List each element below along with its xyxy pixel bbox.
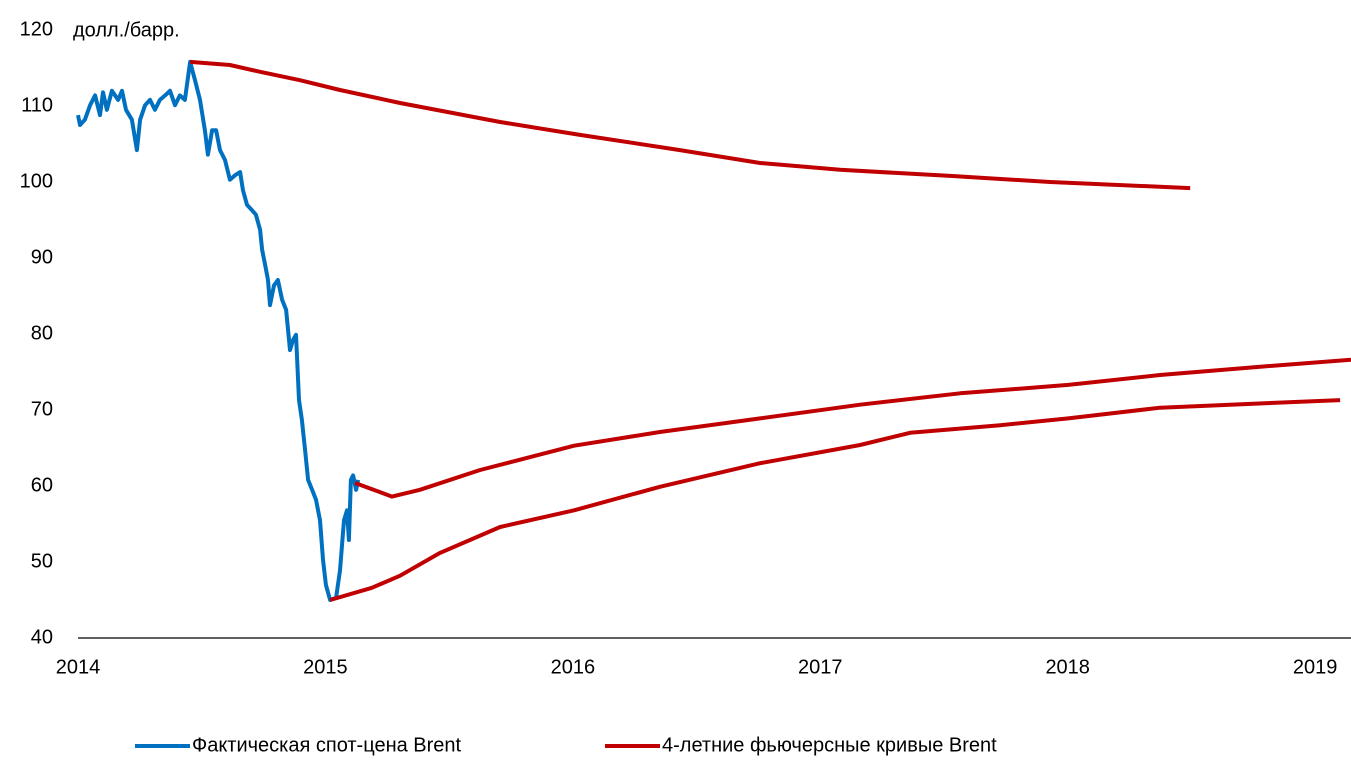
y-unit-label: долл./барр. bbox=[73, 19, 180, 41]
x-tick-label: 2015 bbox=[303, 656, 348, 678]
x-tick-label: 2017 bbox=[798, 656, 843, 678]
series-line bbox=[189, 59, 1351, 602]
series-line bbox=[76, 59, 361, 602]
legend-label: 4-летние фьючерсные кривые Brent bbox=[662, 734, 997, 756]
legend-label: Фактическая спот-цена Brent bbox=[192, 734, 462, 756]
y-tick-label: 50 bbox=[31, 550, 53, 572]
y-tick-label: 80 bbox=[31, 322, 53, 344]
y-tick-label: 90 bbox=[31, 246, 53, 268]
x-tick-label: 2019 bbox=[1293, 656, 1338, 678]
y-tick-label: 120 bbox=[20, 18, 53, 40]
x-tick-label: 2016 bbox=[551, 656, 596, 678]
x-tick-label: 2018 bbox=[1045, 656, 1090, 678]
y-tick-label: 40 bbox=[31, 626, 53, 648]
y-tick-label: 70 bbox=[31, 398, 53, 420]
x-tick-label: 2014 bbox=[56, 656, 101, 678]
y-tick-label: 60 bbox=[31, 474, 53, 496]
y-tick-label: 110 bbox=[21, 94, 53, 116]
y-tick-label: 100 bbox=[20, 170, 53, 192]
